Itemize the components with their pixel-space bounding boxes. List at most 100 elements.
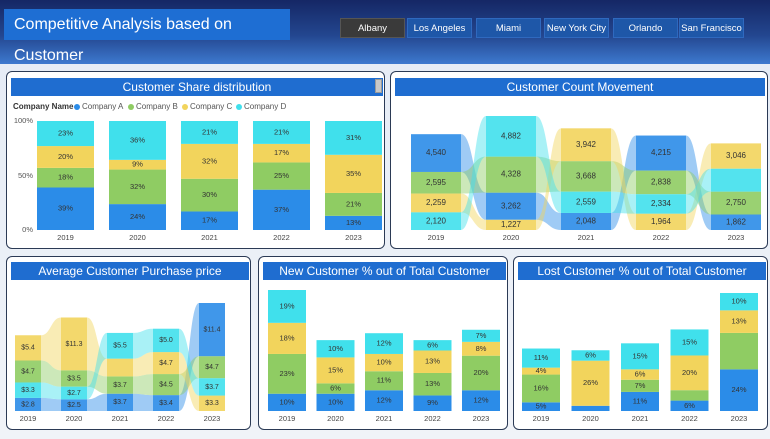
data-label: 17% xyxy=(274,148,289,157)
bar-segment-company-d xyxy=(711,168,761,192)
ribbon-company-d xyxy=(461,116,486,230)
data-label: 18% xyxy=(58,173,73,182)
bar-segment-company-c xyxy=(199,395,225,411)
bar-segment-company-c xyxy=(109,159,166,170)
data-label: 30% xyxy=(202,190,217,199)
x-tick-label: 2020 xyxy=(327,414,344,423)
new-customer-chart: 10% 23% 18% 19% 2019 10% 6% 15% 10% 2020 12% 11% 10%… xyxy=(268,290,500,423)
bar-segment-company-d xyxy=(109,121,166,160)
slicer-miami[interactable]: Miami xyxy=(476,18,541,38)
legend-item: Company B xyxy=(136,102,178,111)
page-title: Competitive Analysis based on Customer xyxy=(4,9,290,64)
scrollbar[interactable] xyxy=(375,79,382,93)
x-tick-label: 2022 xyxy=(158,414,175,423)
bar-segment-company-c xyxy=(462,341,500,356)
ribbon-company-b xyxy=(87,370,107,394)
bar-segment-company-c xyxy=(61,317,87,371)
bar-segment-company-d xyxy=(636,194,686,214)
x-tick-label: 2020 xyxy=(129,233,146,242)
bar-segment-company-a xyxy=(486,192,536,220)
data-label: $4.7 xyxy=(159,360,173,367)
data-label: 10% xyxy=(279,397,294,406)
data-label: 15% xyxy=(328,365,343,374)
purchase-price-chart: $2.8 $4.7 $5.4 $3.3 2019 $2.5 $3.5 $11.3 $2.7 202… xyxy=(15,303,225,423)
bar-segment-company-a xyxy=(413,395,452,411)
x-tick-label: 2021 xyxy=(112,414,129,423)
data-label: 15% xyxy=(632,351,647,360)
bar-segment-company-b xyxy=(522,374,560,403)
data-label: 2,838 xyxy=(651,178,672,187)
x-tick-label: 2020 xyxy=(503,233,520,242)
slicer-new-york-city[interactable]: New York City xyxy=(544,18,609,38)
data-label: 10% xyxy=(328,397,343,406)
bar-segment-company-c xyxy=(153,352,179,375)
bar-segment-company-c xyxy=(268,322,306,354)
data-label: 17% xyxy=(202,216,217,225)
slicer-san-francisco[interactable]: San Francisco xyxy=(679,18,744,38)
legend-marker xyxy=(236,104,242,110)
data-label: 3,942 xyxy=(576,140,597,149)
bar-segment-company-b xyxy=(316,383,355,394)
x-tick-label: 2019 xyxy=(279,414,296,423)
lost-customer-panel: Lost Customer % out of Total Customer 5%… xyxy=(513,256,768,430)
bar-segment-company-c xyxy=(15,335,41,361)
data-label: $11.4 xyxy=(204,326,221,333)
data-label: 13% xyxy=(425,379,440,388)
data-label: 2,750 xyxy=(726,198,747,207)
data-label: 24% xyxy=(731,385,746,394)
bar-segment-company-b xyxy=(325,192,382,216)
ribbon-company-a xyxy=(87,393,107,411)
bar-segment-company-a xyxy=(636,135,686,171)
slicer-orlando[interactable]: Orlando xyxy=(613,18,678,38)
data-label: 6% xyxy=(635,370,646,379)
slicer-albany[interactable]: Albany xyxy=(340,18,405,38)
ribbon-company-c xyxy=(686,143,711,230)
bar-segment-company-a xyxy=(15,397,41,411)
customer-count-chart: 4,540 2,595 2,259 2,120 2019 3,262 4,328 1,227 4… xyxy=(411,116,761,242)
data-label: $3.5 xyxy=(67,375,81,382)
bar-segment-company-a xyxy=(253,189,310,230)
bar-segment-company-d xyxy=(316,340,355,358)
data-label: 4,540 xyxy=(426,148,447,157)
ribbon-company-d xyxy=(87,332,107,400)
bar-segment-company-a xyxy=(411,134,461,172)
bar-segment-company-a xyxy=(720,369,758,411)
data-label: 4,215 xyxy=(651,148,672,157)
data-label: $2.5 xyxy=(67,402,81,409)
bar-segment-company-b xyxy=(561,161,611,192)
data-label: 7% xyxy=(476,331,487,340)
data-label: 9% xyxy=(132,160,143,169)
slicer-los-angeles[interactable]: Los Angeles xyxy=(407,18,472,38)
ribbon-company-a xyxy=(461,134,486,220)
data-label: $3.3 xyxy=(21,387,35,394)
data-label: $11.3 xyxy=(66,341,83,348)
data-label: 2,120 xyxy=(426,216,447,225)
bar-segment-company-b xyxy=(181,178,238,212)
legend-marker xyxy=(74,104,80,110)
ribbon-company-d xyxy=(179,328,199,396)
panel-title-count: Customer Count Movement xyxy=(395,78,765,96)
data-label: $3.7 xyxy=(205,384,219,391)
y-tick-label: 0% xyxy=(22,225,33,234)
customer-count-panel: Customer Count Movement 4,540 2,595 2,259 2… xyxy=(390,71,768,249)
data-label: $2.8 xyxy=(21,401,35,408)
ribbon-company-c xyxy=(179,352,199,411)
data-label: 13% xyxy=(425,357,440,366)
data-label: 1,227 xyxy=(501,220,522,229)
panel-title-price: Average Customer Purchase price xyxy=(11,262,249,280)
data-label: 20% xyxy=(58,152,73,161)
data-label: 3,668 xyxy=(576,172,597,181)
bar-segment-company-a xyxy=(61,399,87,411)
bar-segment-company-d xyxy=(37,121,94,147)
data-label: 18% xyxy=(279,333,294,342)
x-tick-label: 2023 xyxy=(728,233,745,242)
data-label: 2,334 xyxy=(651,199,672,208)
x-tick-label: 2021 xyxy=(376,414,393,423)
bar-segment-company-b xyxy=(199,356,225,379)
bar-segment-company-b xyxy=(486,156,536,193)
data-label: 6% xyxy=(684,401,695,410)
ribbon-company-d xyxy=(41,382,61,400)
data-label: 2,259 xyxy=(426,198,447,207)
customer-share-chart: Company Name Company A Company B Company C C… xyxy=(13,102,382,242)
x-tick-label: 2023 xyxy=(204,414,221,423)
